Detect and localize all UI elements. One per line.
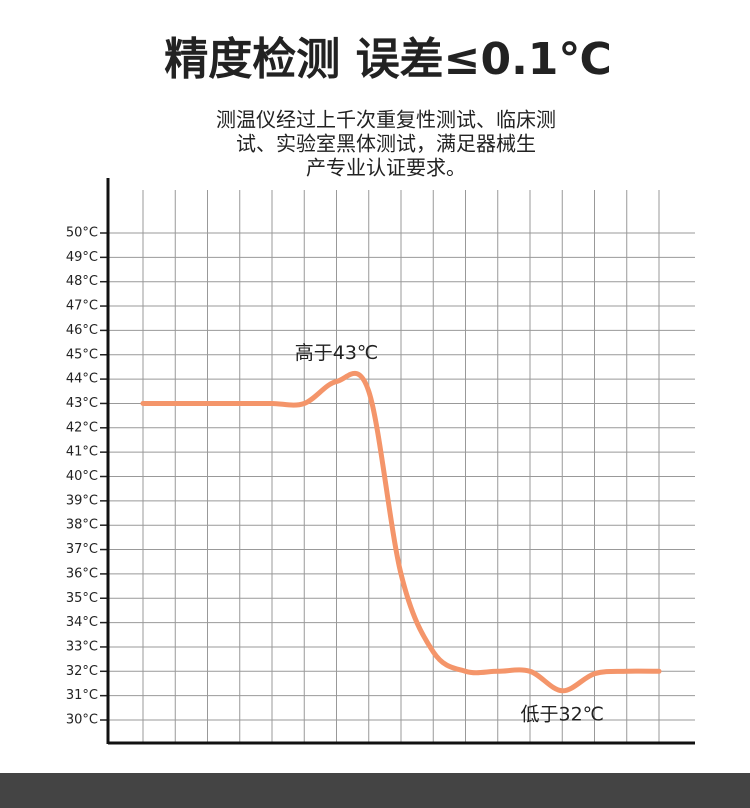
- subtitle: 试、实验室黑体测试，满足器械生: [236, 132, 536, 156]
- y-tick-label: 39°C: [66, 493, 98, 508]
- y-tick-label: 38°C: [66, 518, 98, 533]
- chart-title: 精度检测 误差≤0.1℃: [164, 34, 611, 85]
- y-tick-label: 50°C: [66, 226, 98, 241]
- temperature-line: [140, 370, 662, 694]
- y-tick-label: 45°C: [66, 347, 98, 362]
- y-tick-label: 37°C: [66, 542, 98, 557]
- y-tick-label: 33°C: [66, 639, 98, 654]
- subtitle: 产专业认证要求。: [306, 156, 466, 180]
- y-tick-label: 35°C: [66, 591, 98, 606]
- y-tick-label: 36°C: [66, 566, 98, 581]
- footer-band: [0, 773, 750, 808]
- y-tick-label: 34°C: [66, 615, 98, 630]
- y-tick-label: 30°C: [66, 713, 98, 728]
- annotation: 低于32℃: [520, 703, 604, 725]
- subtitle: 测温仪经过上千次重复性测试、临床测: [216, 108, 556, 132]
- annotation: 高于43℃: [295, 342, 379, 364]
- y-tick-label: 46°C: [66, 323, 98, 338]
- y-tick-label: 48°C: [66, 274, 98, 289]
- y-tick-label: 42°C: [66, 420, 98, 435]
- y-tick-label: 32°C: [66, 664, 98, 679]
- y-tick-label: 43°C: [66, 396, 98, 411]
- y-tick-label: 49°C: [66, 250, 98, 265]
- y-tick-label: 44°C: [66, 372, 98, 387]
- y-tick-label: 40°C: [66, 469, 98, 484]
- y-tick-label: 41°C: [66, 445, 98, 460]
- y-tick-label: 31°C: [66, 688, 98, 703]
- y-tick-label: 47°C: [66, 299, 98, 314]
